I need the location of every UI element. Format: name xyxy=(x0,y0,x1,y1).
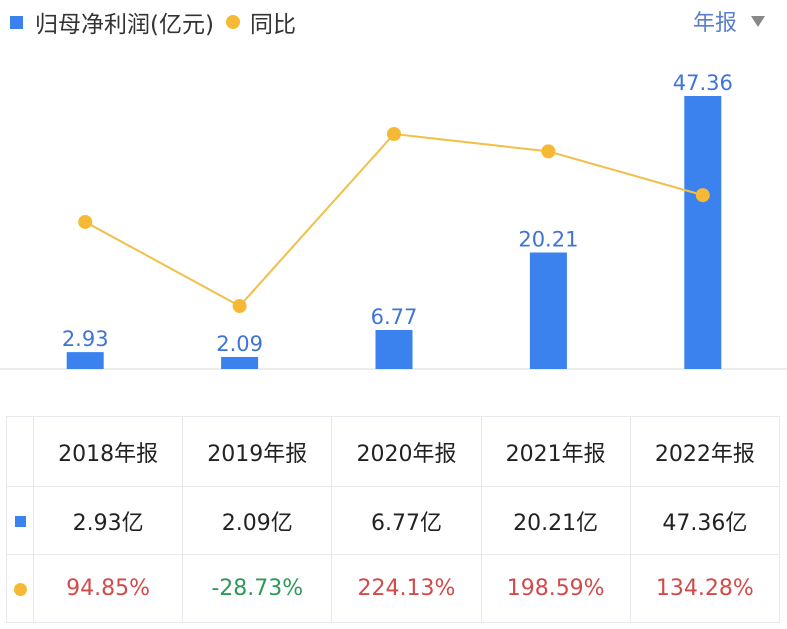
table-cell: 94.85% xyxy=(32,554,184,623)
table-header-cell: 2018年报 xyxy=(32,416,184,487)
period-selector-label: 年报 xyxy=(692,11,737,36)
profit-bar xyxy=(66,352,104,369)
yoy-point xyxy=(541,144,556,159)
profit-bar xyxy=(529,252,567,369)
table-header-cell: 2022年报 xyxy=(629,416,781,487)
table-row-profit: 2.93亿 2.09亿 6.77亿 20.21亿 47.36亿 xyxy=(6,486,781,555)
table-cell: 47.36亿 xyxy=(629,486,781,555)
table-cell: 20.21亿 xyxy=(480,486,631,555)
yoy-point xyxy=(78,214,93,229)
table-cell: -28.73% xyxy=(182,554,333,623)
line-series-legend-label: 同比 xyxy=(249,12,296,38)
profit-bar xyxy=(684,96,722,369)
table-corner-cell xyxy=(6,416,34,487)
table-cell: 6.77亿 xyxy=(331,486,482,555)
yoy-point xyxy=(232,299,247,313)
bar-value-label: 2.93 xyxy=(62,327,109,351)
yoy-point xyxy=(387,127,401,141)
yoy-point xyxy=(695,188,710,203)
bar-series-legend-label: 归母净利润(亿元) xyxy=(35,12,214,38)
yoy-row-icon-cell xyxy=(6,554,34,623)
table-header-cell: 2021年报 xyxy=(480,416,631,487)
chevron-down-icon xyxy=(751,15,765,27)
profit-bar xyxy=(221,356,259,369)
bar-value-label: 2.09 xyxy=(216,332,263,356)
profit-row-icon-cell xyxy=(6,486,34,555)
table-cell: 2.09亿 xyxy=(182,486,333,555)
table-cell: 198.59% xyxy=(480,554,631,623)
yoy-series-line xyxy=(84,132,704,308)
table-header-row: 2018年报 2019年报 2020年报 2021年报 2022年报 xyxy=(6,416,781,487)
table-cell: 224.13% xyxy=(331,554,482,623)
chart-legend: 归母净利润(亿元) 同比 xyxy=(10,8,296,38)
line-dot-icon xyxy=(13,582,27,596)
period-selector[interactable]: 年报 xyxy=(693,6,765,36)
bar-value-label: 20.21 xyxy=(518,228,578,252)
bar-square-icon xyxy=(14,515,26,527)
profit-chart: 2.93 2.09 6.77 20.21 47.36 xyxy=(0,71,787,370)
table-header-cell: 2019年报 xyxy=(182,416,333,487)
bar-value-label: 6.77 xyxy=(371,305,418,329)
table-row-yoy: 94.85% -28.73% 224.13% 198.59% 134.28% xyxy=(6,554,781,623)
table-cell: 134.28% xyxy=(629,554,781,623)
bar-value-label: 47.36 xyxy=(673,71,733,95)
table-cell: 2.93亿 xyxy=(32,486,184,555)
data-table: 2018年报 2019年报 2020年报 2021年报 2022年报 2.93亿… xyxy=(6,416,781,623)
profit-bar xyxy=(375,329,413,369)
table-header-cell: 2020年报 xyxy=(331,416,482,487)
line-series-legend-icon xyxy=(225,15,240,29)
bar-series-legend-icon xyxy=(10,15,23,29)
